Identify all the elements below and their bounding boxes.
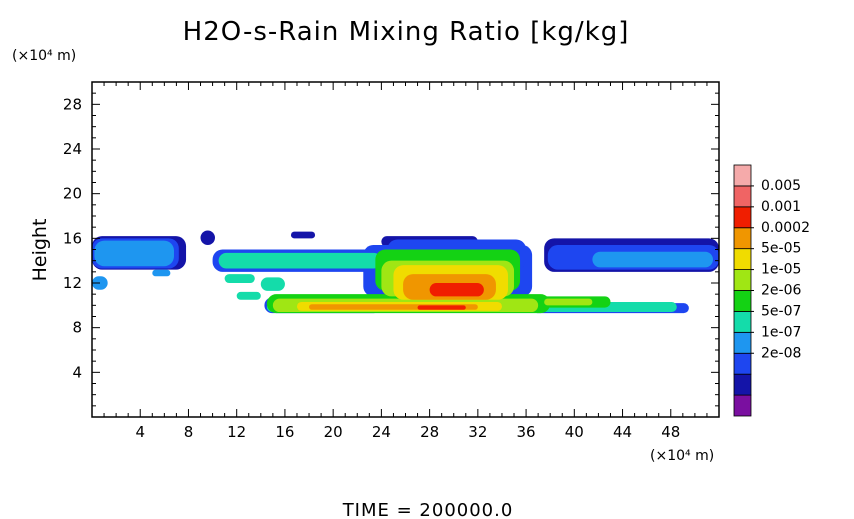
y-tick-label: 8 xyxy=(72,319,82,337)
x-tick-label: 36 xyxy=(517,423,536,441)
colorbar-swatch xyxy=(733,248,752,270)
y-unit-label: (×10⁴ m) xyxy=(12,48,76,64)
contour-region xyxy=(94,240,174,267)
colorbar-swatch xyxy=(733,331,752,354)
contour-region xyxy=(152,269,171,277)
y-tick-label: 24 xyxy=(63,140,82,158)
y-axis-label: Height xyxy=(29,219,51,282)
contour-region xyxy=(417,305,466,310)
y-tick-label: 16 xyxy=(63,229,82,247)
colorbar-swatch xyxy=(733,269,752,291)
contour-region xyxy=(290,231,316,239)
time-footer: TIME = 200000.0 xyxy=(342,500,514,519)
colorbar-swatch xyxy=(733,206,752,229)
x-tick-label: 48 xyxy=(661,423,680,441)
colorbar-swatch xyxy=(733,227,752,250)
y-tick-label: 4 xyxy=(72,363,82,381)
colorbar-label: 1e-05 xyxy=(761,262,801,278)
y-tick-label: 28 xyxy=(63,95,82,113)
colorbar-legend: 0.005 0.001 0.0002 5e-05 1e-05 2e-06 5e-07 1e-0… xyxy=(733,164,810,417)
contour-region xyxy=(236,291,261,300)
contour-region xyxy=(592,251,713,268)
colorbar-label: 5e-05 xyxy=(761,241,801,257)
colorbar-swatch xyxy=(733,373,752,396)
colorbar-label: 0.0002 xyxy=(761,220,810,236)
plot-area xyxy=(92,82,719,417)
colorbar-swatch xyxy=(733,394,752,417)
colorbar-label: 2e-06 xyxy=(761,283,801,299)
contour-region xyxy=(429,283,484,297)
colorbar-label: 0.005 xyxy=(761,178,801,194)
chart-title: H2O-s-Rain Mixing Ratio [kg/kg] xyxy=(183,17,630,47)
contour-region xyxy=(544,298,593,306)
x-tick-label: 16 xyxy=(275,423,294,441)
colorbar-swatch xyxy=(733,290,752,312)
x-unit-label: (×10⁴ m) xyxy=(650,448,714,464)
x-tick-label: 8 xyxy=(184,423,194,441)
x-tick-label: 40 xyxy=(565,423,584,441)
x-tick-label: 4 xyxy=(135,423,145,441)
colorbar-label: 1e-07 xyxy=(761,324,801,340)
x-tick-label: 12 xyxy=(227,423,246,441)
colorbar-swatch xyxy=(733,185,752,208)
colorbar-label: 5e-07 xyxy=(761,303,801,319)
colorbar-label: 0.001 xyxy=(761,199,801,215)
contour-region xyxy=(200,230,215,246)
contour-region xyxy=(224,274,255,283)
x-tick-label: 24 xyxy=(372,423,391,441)
colorbar-swatch xyxy=(733,352,752,375)
colorbar-swatch xyxy=(733,164,752,187)
colorbar-swatch xyxy=(733,311,752,333)
y-tick-label: 20 xyxy=(63,185,82,203)
contour-region xyxy=(260,277,285,291)
x-tick-label: 28 xyxy=(420,423,439,441)
contour-region xyxy=(218,252,382,269)
x-tick-label: 20 xyxy=(324,423,343,441)
colorbar-label: 2e-08 xyxy=(761,345,801,361)
x-tick-label: 44 xyxy=(613,423,632,441)
x-tick-label: 32 xyxy=(468,423,487,441)
y-tick-label: 12 xyxy=(63,274,82,292)
